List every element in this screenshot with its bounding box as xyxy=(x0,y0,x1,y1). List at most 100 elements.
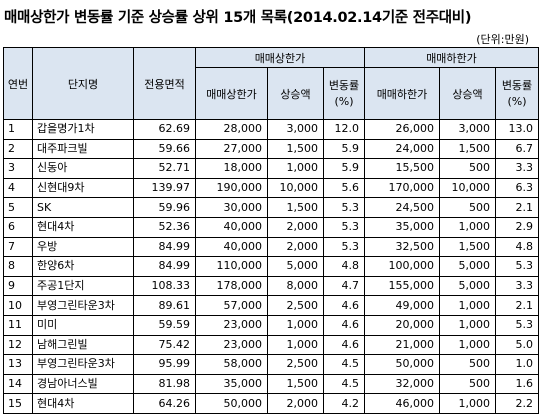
cell-upper-rate: 5.3 xyxy=(323,216,365,238)
cell-rank: 10 xyxy=(3,295,33,316)
cell-upper-rise: 3,000 xyxy=(267,119,324,140)
header-lower-rise: 상승액 xyxy=(439,67,496,120)
cell-complex-name: 한양6차 xyxy=(32,256,134,277)
cell-lower-price: 32,500 xyxy=(364,236,440,258)
cell-upper-price: 50,000 xyxy=(195,393,268,414)
cell-upper-rise: 2,500 xyxy=(267,295,324,316)
cell-lower-price: 49,000 xyxy=(364,295,440,316)
cell-upper-price: 40,000 xyxy=(195,236,268,258)
cell-lower-price: 20,000 xyxy=(364,314,440,336)
cell-lower-price: 35,000 xyxy=(364,216,440,238)
cell-upper-price: 23,000 xyxy=(195,334,268,356)
cell-lower-rise: 500 xyxy=(439,373,496,395)
cell-area: 59.59 xyxy=(133,314,196,336)
cell-upper-rise: 1,000 xyxy=(267,158,324,179)
cell-lower-rise: 500 xyxy=(439,354,496,375)
cell-area: 52.71 xyxy=(133,158,196,179)
cell-rank: 5 xyxy=(3,197,33,218)
cell-area: 81.98 xyxy=(133,373,196,395)
cell-upper-rate: 5.9 xyxy=(323,138,365,160)
cell-upper-rate: 4.8 xyxy=(323,256,365,277)
header-lower-group: 매매하한가 xyxy=(364,47,539,68)
table-body: 1 갑을명가1차 62.69 28,000 3,000 12.0 26,000 3,000 13… xyxy=(3,119,539,414)
cell-area: 59.66 xyxy=(133,138,196,160)
table-row: 3 신동아 52.71 18,000 1,000 5.9 15,500 500 3.3 xyxy=(3,158,539,179)
cell-lower-rise: 1,000 xyxy=(439,334,496,356)
cell-upper-price: 178,000 xyxy=(195,275,268,297)
header-upper-rate: 변동률 (%) xyxy=(323,67,365,120)
cell-rank: 12 xyxy=(3,334,33,356)
cell-lower-rate: 1.6 xyxy=(495,373,539,395)
cell-rank: 6 xyxy=(3,216,33,238)
cell-lower-rise: 1,500 xyxy=(439,236,496,258)
cell-area: 139.97 xyxy=(133,177,196,199)
table-row: 4 신현대9차 139.97 190,000 10,000 5.6 170,000 10,00… xyxy=(3,177,539,199)
header-complex: 단지명 xyxy=(32,47,134,120)
header-lower-rate: 변동률 (%) xyxy=(495,67,539,120)
cell-area: 89.61 xyxy=(133,295,196,316)
cell-rank: 4 xyxy=(3,177,33,199)
header-lower-rate-label: 변동률 xyxy=(501,78,533,92)
ranking-table: 연번 단지명 전용면적 매매상한가 매매하한가 매매상한가 상승액 변동률 (%… xyxy=(3,47,539,414)
cell-upper-price: 40,000 xyxy=(195,216,268,238)
cell-lower-rise: 500 xyxy=(439,158,496,179)
cell-lower-rise: 3,000 xyxy=(439,119,496,140)
cell-lower-price: 170,000 xyxy=(364,177,440,199)
cell-lower-rate: 5.3 xyxy=(495,256,539,277)
cell-upper-price: 58,000 xyxy=(195,354,268,375)
cell-upper-rate: 4.2 xyxy=(323,393,365,414)
cell-lower-price: 46,000 xyxy=(364,393,440,414)
table-row: 6 현대4차 52.36 40,000 2,000 5.3 35,000 1,000 2.9 xyxy=(3,216,539,238)
cell-upper-price: 57,000 xyxy=(195,295,268,316)
cell-upper-price: 23,000 xyxy=(195,314,268,336)
table-row: 14 경남아너스빌 81.98 35,000 1,500 4.5 32,000 500 1.6 xyxy=(3,373,539,395)
cell-upper-rate: 4.6 xyxy=(323,314,365,336)
cell-upper-rate: 12.0 xyxy=(323,119,365,140)
cell-rank: 14 xyxy=(3,373,33,395)
header-upper-rise: 상승액 xyxy=(267,67,324,120)
cell-rank: 8 xyxy=(3,256,33,277)
cell-lower-rate: 3.3 xyxy=(495,158,539,179)
cell-area: 59.96 xyxy=(133,197,196,218)
cell-lower-rise: 10,000 xyxy=(439,177,496,199)
cell-upper-rise: 2,000 xyxy=(267,393,324,414)
cell-area: 84.99 xyxy=(133,256,196,277)
cell-upper-price: 30,000 xyxy=(195,197,268,218)
cell-lower-rise: 500 xyxy=(439,197,496,218)
table-row: 2 대주파크빌 59.66 27,000 1,500 5.9 24,000 1,500 6.7 xyxy=(3,138,539,160)
cell-rank: 1 xyxy=(3,119,33,140)
header-row-sub: 매매상한가 상승액 변동률 (%) 매매하한가 상승액 변동률 (%) xyxy=(4,67,539,120)
cell-complex-name: 부영그린타운3차 xyxy=(32,295,134,316)
header-lower-price: 매매하한가 xyxy=(364,67,440,120)
cell-upper-rate: 5.9 xyxy=(323,158,365,179)
cell-lower-price: 24,500 xyxy=(364,197,440,218)
header-upper-group: 매매상한가 xyxy=(195,47,365,68)
cell-lower-rate: 1.0 xyxy=(495,354,539,375)
cell-complex-name: 남해그린빌 xyxy=(32,334,134,356)
table-row: 9 주공1단지 108.33 178,000 8,000 4.7 155,000 5,000 3… xyxy=(3,275,539,297)
cell-lower-rate: 5.3 xyxy=(495,314,539,336)
cell-lower-price: 21,000 xyxy=(364,334,440,356)
header-lower-rate-unit: (%) xyxy=(507,94,527,108)
cell-upper-rise: 1,500 xyxy=(267,197,324,218)
header-upper-rate-label: 변동률 xyxy=(328,78,360,92)
cell-lower-rate: 3.3 xyxy=(495,275,539,297)
cell-complex-name: 신현대9차 xyxy=(32,177,134,199)
cell-lower-rate: 6.7 xyxy=(495,138,539,160)
cell-rank: 15 xyxy=(3,393,33,414)
cell-upper-rate: 5.6 xyxy=(323,177,365,199)
cell-area: 64.26 xyxy=(133,393,196,414)
table-row: 12 남해그린빌 75.42 23,000 1,000 4.6 21,000 1,000 5.0 xyxy=(3,334,539,356)
table-row: 11 미미 59.59 23,000 1,000 4.6 20,000 1,000 5.3 xyxy=(3,314,539,336)
cell-complex-name: 주공1단지 xyxy=(32,275,134,297)
cell-upper-price: 27,000 xyxy=(195,138,268,160)
cell-upper-rate: 5.3 xyxy=(323,236,365,258)
header-rank: 연번 xyxy=(3,47,33,120)
header-row-group: 연번 단지명 전용면적 매매상한가 매매하한가 xyxy=(3,47,539,120)
cell-rank: 7 xyxy=(3,236,33,258)
cell-upper-rise: 2,000 xyxy=(267,216,324,238)
table-row: 10 부영그린타운3차 89.61 57,000 2,500 4.6 49,000 1,000… xyxy=(3,295,539,316)
cell-lower-price: 155,000 xyxy=(364,275,440,297)
cell-upper-rate: 4.5 xyxy=(323,373,365,395)
cell-upper-price: 190,000 xyxy=(195,177,268,199)
